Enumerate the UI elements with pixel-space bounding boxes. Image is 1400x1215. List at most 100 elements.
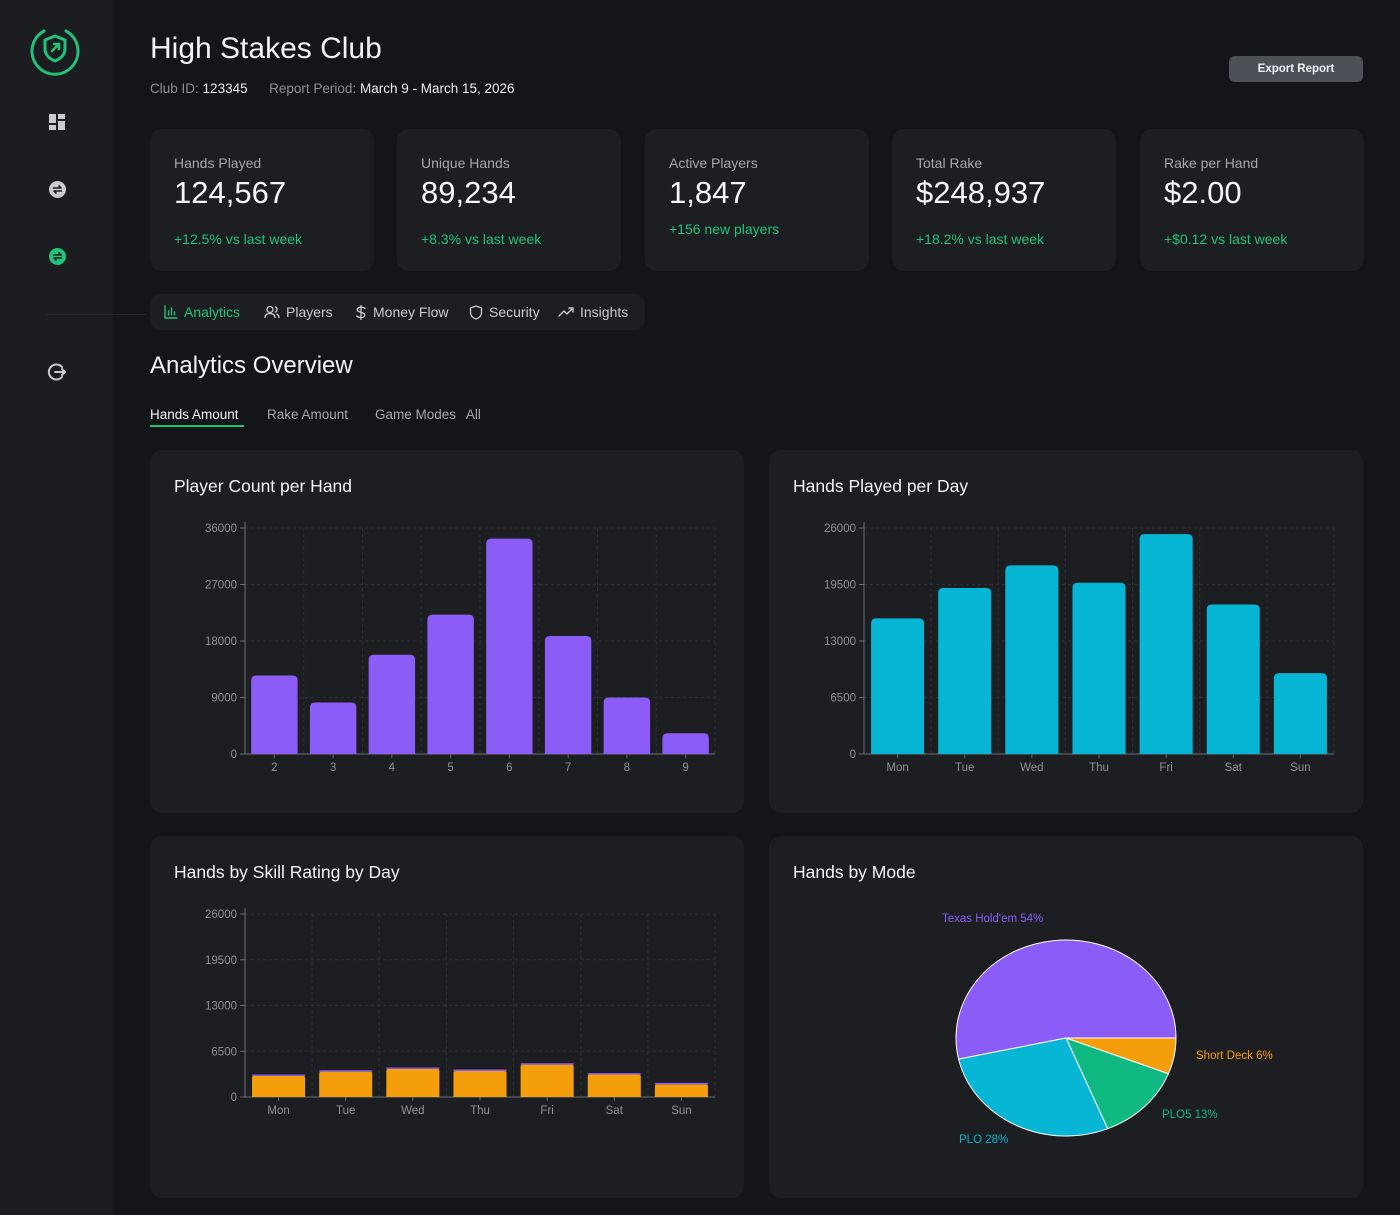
pie-label: PLO 28% (959, 1134, 1008, 1146)
bar (368, 654, 416, 754)
stat-card-active-players: Active Players 1,847 +156 new players (645, 129, 869, 271)
tab-label: Money Flow (373, 304, 449, 320)
transfer-icon (48, 180, 66, 198)
bar (252, 1075, 306, 1097)
stat-change: +18.2% vs last week (916, 231, 1045, 247)
bar (386, 1068, 440, 1097)
x-tick-label: 8 (624, 762, 630, 774)
chart-skill-rating: 0 6500 13000 19500 26000 Mon Tue Wed Thu Fri Sat Su… (205, 908, 716, 1117)
sidebar-item-transfers[interactable] (41, 173, 73, 205)
period-label: Report Period: (269, 81, 357, 96)
x-tick-label: Tue (336, 1105, 355, 1117)
y-tick-label: 9000 (211, 693, 237, 705)
bar (871, 618, 925, 754)
y-tick-label: 26000 (205, 909, 237, 921)
tab-label: Players (286, 304, 333, 320)
stat-label: Hands Played (174, 155, 262, 171)
subtab-rake-amount[interactable]: Rake Amount (267, 407, 349, 422)
bar (319, 1071, 373, 1097)
x-tick-label: 9 (682, 762, 688, 774)
bar (486, 538, 533, 754)
stat-change: +12.5% vs last week (174, 231, 303, 247)
pie-label: Short Deck 6% (1196, 1050, 1273, 1062)
sidebar-item-money[interactable] (41, 240, 73, 272)
subtab-hands-amount[interactable]: Hands Amount (150, 407, 239, 422)
bar (662, 733, 709, 754)
chart-card-hands-per-day: Hands Played per Day 0 6500 13000 19500 2600… (769, 450, 1363, 813)
bar (603, 697, 651, 754)
stat-card-hands-played: Hands Played 124,567 +12.5% vs last week (150, 129, 374, 271)
chart-hands-per-day: 0 6500 13000 19500 26000 Mon Tue Wed Thu Fri Sat Su… (824, 522, 1335, 774)
dollar-icon (356, 304, 366, 320)
club-id-value: 123345 (202, 81, 248, 96)
club-logo (28, 23, 82, 77)
x-tick-label: Wed (1020, 762, 1043, 774)
dashboard-icon (49, 114, 65, 130)
x-tick-label: Thu (470, 1105, 490, 1117)
y-tick-label: 6500 (211, 1046, 237, 1058)
stat-label: Rake per Hand (1164, 155, 1259, 171)
page-title: High Stakes Club (150, 32, 382, 65)
stat-change: +156 new players (669, 221, 780, 237)
stat-value: 124,567 (174, 175, 287, 210)
x-tick-label: Fri (1159, 762, 1172, 774)
bar (427, 614, 474, 754)
stat-label: Total Rake (916, 155, 983, 171)
x-tick-label: 5 (447, 762, 453, 774)
y-tick-label: 19500 (824, 580, 856, 592)
chart-hands-by-mode: Texas Hold'em 54% Short Deck 6% PLO5 13% PL… (942, 913, 1273, 1146)
tab-analytics[interactable]: Analytics (164, 294, 240, 330)
sidebar-item-dashboard[interactable] (41, 106, 73, 138)
bar (654, 1082, 708, 1085)
chart-title: Player Count per Hand (174, 476, 353, 496)
tab-money-flow[interactable]: Money Flow (355, 294, 448, 330)
stat-label: Unique Hands (421, 155, 510, 171)
x-tick-label: Fri (540, 1105, 553, 1117)
bar (252, 1074, 306, 1076)
bar (1072, 582, 1126, 754)
subtab-label: Game Modes (375, 407, 457, 422)
x-tick-label: Tue (955, 762, 974, 774)
tab-insights[interactable]: Insights (558, 294, 628, 330)
tab-label: Insights (580, 304, 629, 320)
stat-card-total-rake: Total Rake $248,937 +18.2% vs last week (892, 129, 1116, 271)
chart-title: Hands by Mode (793, 862, 916, 882)
tab-security[interactable]: Security (469, 294, 540, 330)
bar (453, 1069, 507, 1071)
chart-card-skill-rating: Hands by Skill Rating by Day 0 6500 13000 1… (150, 836, 744, 1198)
bar (453, 1070, 507, 1097)
y-tick-label: 0 (850, 749, 856, 761)
stat-value: $2.00 (1164, 175, 1242, 210)
section-title: Analytics Overview (150, 352, 353, 379)
bar (520, 1064, 574, 1097)
stat-change: +$0.12 vs last week (1164, 231, 1288, 247)
y-tick-label: 13000 (824, 636, 856, 648)
x-tick-label: Sun (671, 1105, 691, 1117)
x-tick-label: Sat (606, 1105, 624, 1117)
y-tick-label: 0 (231, 1092, 237, 1104)
x-tick-label: 7 (565, 762, 571, 774)
bar (544, 635, 592, 754)
game-modes-select[interactable]: All (465, 407, 481, 422)
sidebar-divider (46, 314, 146, 315)
y-tick-label: 27000 (205, 580, 237, 592)
bar (654, 1084, 708, 1097)
y-tick-label: 36000 (205, 523, 237, 535)
stat-value: $248,937 (916, 175, 1046, 210)
export-report-button[interactable]: Export Report (1229, 56, 1363, 82)
tab-players[interactable]: Players (264, 294, 333, 330)
pie-slice (957, 1037, 1109, 1137)
period-value: March 9 - March 15, 2026 (359, 81, 515, 96)
x-tick-label: 6 (506, 762, 512, 774)
stat-change: +8.3% vs last week (421, 231, 542, 247)
bar (309, 702, 357, 754)
bar (1273, 673, 1327, 754)
chart-title: Hands Played per Day (793, 476, 969, 496)
stat-label: Active Players (669, 155, 758, 171)
report-meta: Club ID: 123345 Report Period: March 9 -… (150, 81, 515, 96)
pie-slice (1065, 1037, 1170, 1130)
sidebar-item-logout[interactable] (41, 356, 73, 388)
x-tick-label: Mon (267, 1105, 289, 1117)
bar (319, 1070, 373, 1072)
subtab-game-modes[interactable]: Game Modes All (375, 407, 481, 422)
